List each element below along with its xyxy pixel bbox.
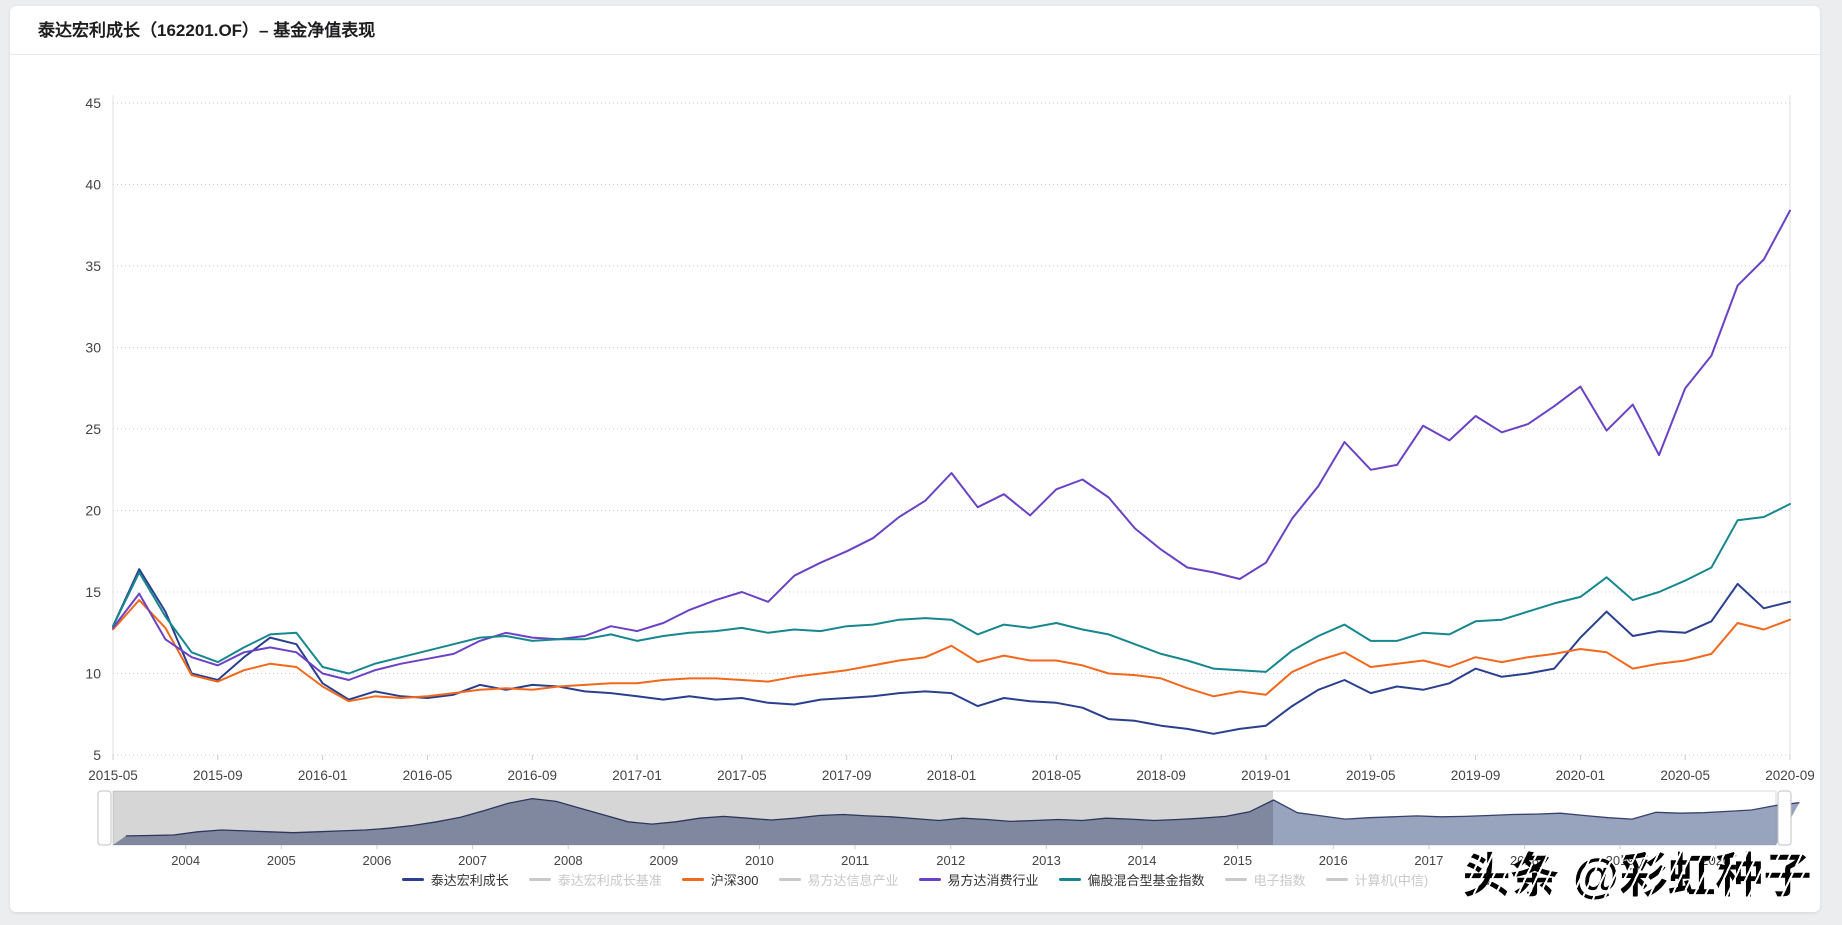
x-axis-tick-label: 2019-05 bbox=[1346, 768, 1396, 783]
x-axis-tick-label: 2018-01 bbox=[927, 768, 977, 783]
navigator-area-line bbox=[125, 797, 1800, 837]
y-axis-tick-label: 30 bbox=[85, 340, 101, 356]
page-title: 泰达宏利成长（162201.OF）– 基金净值表现 bbox=[10, 6, 1820, 55]
navigator-year-label: 2009 bbox=[649, 853, 678, 868]
x-axis-tick-label: 2015-05 bbox=[88, 768, 138, 783]
x-axis-tick-label: 2020-05 bbox=[1660, 768, 1710, 783]
legend-item-计算机(中信)[interactable]: 计算机(中信) bbox=[1325, 870, 1429, 889]
legend-item-泰达宏利成长[interactable]: 泰达宏利成长 bbox=[401, 870, 509, 889]
legend-marker-icon bbox=[778, 878, 801, 881]
legend-label: 泰达宏利成长基准 bbox=[557, 873, 662, 888]
legend-marker-icon bbox=[401, 878, 424, 881]
series-line-易方达消费行业 bbox=[112, 209, 1791, 681]
y-axis-tick-label: 45 bbox=[85, 95, 101, 111]
navigator-year-label: 2019 bbox=[1606, 853, 1635, 868]
navigator-unselected-mask[interactable] bbox=[113, 791, 1273, 845]
y-axis-tick-label: 20 bbox=[85, 503, 101, 519]
x-axis-tick-label: 2019-01 bbox=[1241, 768, 1291, 783]
main-plot: 5 10 15 20 25 30 35 40 45 2015-05 2015-09 2016-01 20… bbox=[85, 95, 1815, 783]
navigator-year-label: 2013 bbox=[1032, 853, 1061, 868]
legend-item-易方达消费行业[interactable]: 易方达消费行业 bbox=[918, 870, 1039, 889]
navigator-year-label: 2020 bbox=[1701, 853, 1730, 868]
x-axis-tick-label: 2017-01 bbox=[612, 768, 662, 783]
x-axis-tick-label: 2017-05 bbox=[717, 768, 767, 783]
legend-marker-icon bbox=[1224, 878, 1247, 881]
x-axis-tick-label: 2019-09 bbox=[1451, 768, 1501, 783]
y-axis-tick-label: 35 bbox=[85, 258, 101, 274]
navigator-right-handle[interactable] bbox=[1777, 790, 1792, 846]
navigator-year-label: 2018 bbox=[1510, 853, 1539, 868]
legend-marker-icon bbox=[918, 878, 941, 881]
navigator-year-label: 2004 bbox=[171, 853, 200, 868]
y-axis-tick-label: 5 bbox=[93, 747, 101, 763]
series-line-泰达宏利成长 bbox=[112, 568, 1791, 735]
legend-label: 电子指数 bbox=[1253, 873, 1306, 888]
legend-item-泰达宏利成长基准[interactable]: 泰达宏利成长基准 bbox=[528, 870, 662, 889]
legend-marker-icon bbox=[1058, 878, 1081, 881]
navigator-left-handle[interactable] bbox=[97, 790, 112, 846]
x-axis-tick-label: 2017-09 bbox=[822, 768, 872, 783]
navigator-year-label: 2011 bbox=[841, 853, 869, 868]
x-axis-tick-label: 2020-01 bbox=[1556, 768, 1606, 783]
navigator-year-label: 2008 bbox=[554, 853, 583, 868]
legend-marker-icon bbox=[681, 878, 704, 881]
navigator-year-label: 2010 bbox=[745, 853, 774, 868]
navigator-year-label: 2014 bbox=[1128, 853, 1157, 868]
navigator-area bbox=[113, 798, 1800, 845]
chart-card: 泰达宏利成长（162201.OF）– 基金净值表现 5 10 15 20 25 30 35 4… bbox=[10, 6, 1820, 912]
legend-marker-icon bbox=[1325, 878, 1348, 881]
watermark: 头条 @彩虹种子 bbox=[1463, 849, 1812, 902]
legend-item-偏股混合型基金指数[interactable]: 偏股混合型基金指数 bbox=[1058, 870, 1205, 889]
navigator[interactable]: 2004 2005 2006 2007 2008 2009 2010 2011 2012 2013… bbox=[97, 790, 1800, 868]
navigator-year-label: 2017 bbox=[1414, 853, 1443, 868]
y-axis-tick-label: 40 bbox=[85, 177, 101, 193]
y-axis-tick-label: 10 bbox=[85, 666, 101, 682]
series-line-偏股混合型基金指数 bbox=[112, 503, 1791, 675]
navigator-year-label: 2016 bbox=[1319, 853, 1348, 868]
legend-item-沪深300[interactable]: 沪深300 bbox=[681, 870, 759, 889]
navigator-year-label: 2005 bbox=[267, 853, 296, 868]
x-axis-tick-label: 2016-09 bbox=[507, 768, 557, 783]
netvalue-line-chart: 5 10 15 20 25 30 35 40 45 2015-05 2015-09 2016-01 20… bbox=[85, 95, 1815, 868]
x-axis-tick-label: 2016-05 bbox=[403, 768, 453, 783]
legend-label: 计算机(中信) bbox=[1354, 873, 1429, 888]
legend-label: 泰达宏利成长 bbox=[430, 873, 509, 888]
legend-item-易方达信息产业[interactable]: 易方达信息产业 bbox=[778, 870, 899, 889]
y-axis-tick-label: 25 bbox=[85, 421, 101, 437]
x-axis-tick-label: 2016-01 bbox=[298, 768, 348, 783]
x-axis-tick-label: 2015-09 bbox=[193, 768, 243, 783]
legend-label: 偏股混合型基金指数 bbox=[1087, 873, 1205, 888]
legend-item-电子指数[interactable]: 电子指数 bbox=[1224, 870, 1306, 889]
navigator-year-label: 2006 bbox=[362, 853, 391, 868]
y-axis-tick-label: 15 bbox=[85, 584, 101, 600]
legend-label: 易方达消费行业 bbox=[947, 873, 1039, 888]
legend-label: 易方达信息产业 bbox=[807, 873, 899, 888]
navigator-year-label: 2012 bbox=[936, 853, 965, 868]
x-axis-tick-label: 2018-05 bbox=[1032, 768, 1082, 783]
x-axis-tick-label: 2018-09 bbox=[1136, 768, 1186, 783]
x-axis-tick-label: 2020-09 bbox=[1765, 768, 1815, 783]
legend-label: 沪深300 bbox=[710, 873, 759, 888]
navigator-year-label: 2015 bbox=[1223, 853, 1252, 868]
series-line-沪深300 bbox=[112, 599, 1791, 703]
navigator-year-label: 2007 bbox=[458, 853, 487, 868]
legend-marker-icon bbox=[528, 878, 551, 881]
legend: 泰达宏利成长 泰达宏利成长基准 沪深300 易方达信息产业 易方达消费行业 偏股混合型基金… bbox=[10, 870, 1820, 889]
